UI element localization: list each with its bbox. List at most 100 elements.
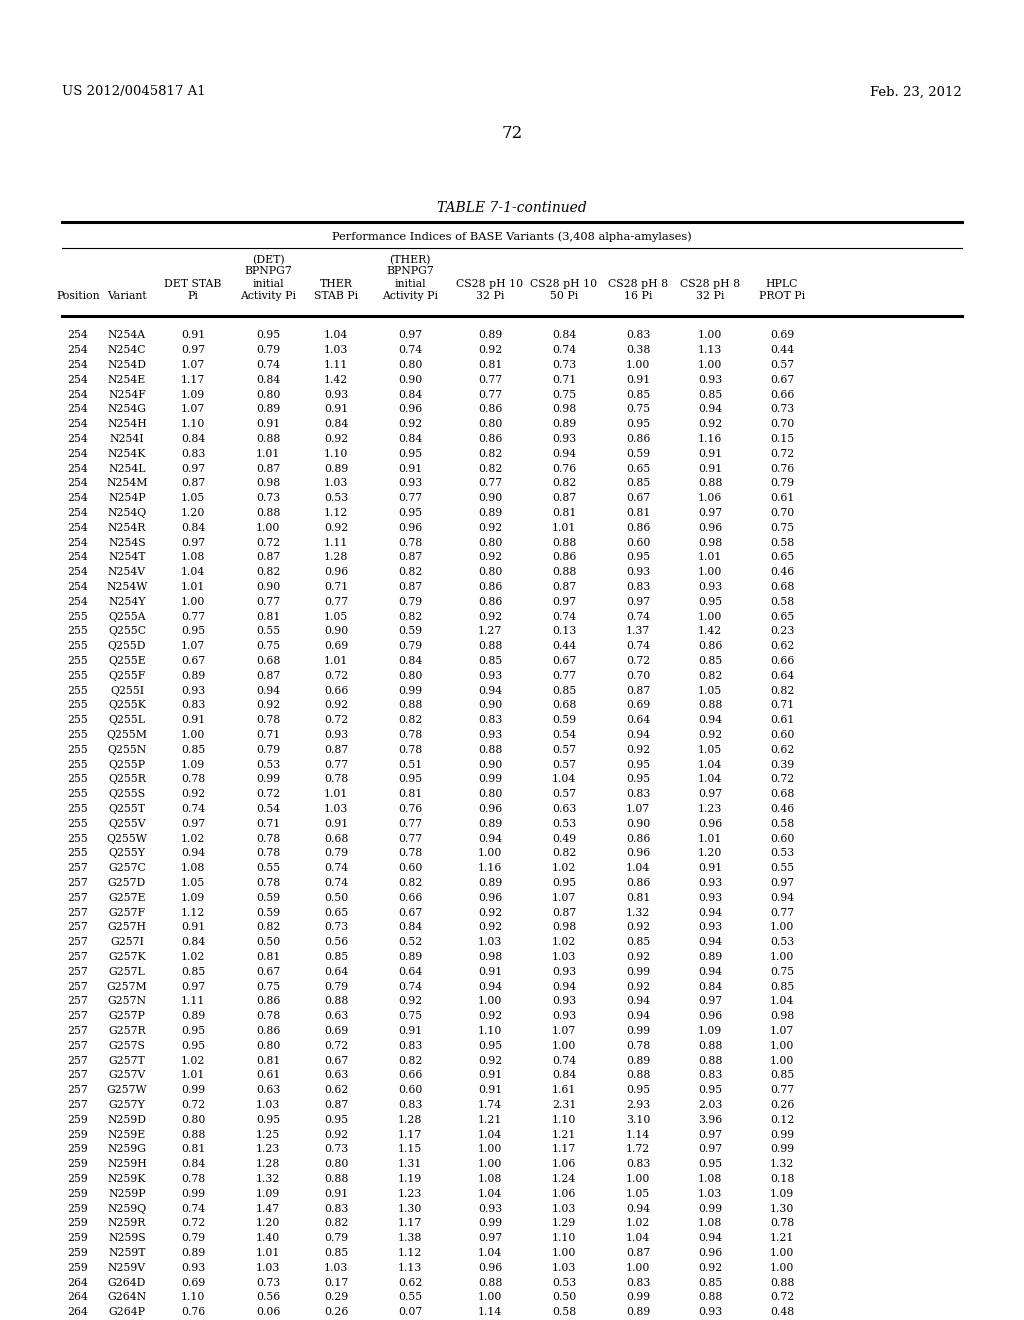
Text: 1.03: 1.03 [256,1100,281,1110]
Text: 0.60: 0.60 [397,863,422,874]
Text: N254H: N254H [108,420,146,429]
Text: 0.96: 0.96 [626,849,650,858]
Text: 0.99: 0.99 [478,1218,502,1229]
Text: N254S: N254S [109,537,145,548]
Text: 0.83: 0.83 [626,582,650,591]
Text: 0.97: 0.97 [552,597,577,607]
Text: 0.66: 0.66 [397,1071,422,1080]
Text: 0.60: 0.60 [770,834,795,843]
Text: 264: 264 [68,1307,88,1317]
Text: 0.13: 0.13 [552,627,577,636]
Text: 0.92: 0.92 [324,523,348,533]
Text: 0.92: 0.92 [324,1130,348,1139]
Text: 1.29: 1.29 [552,1218,577,1229]
Text: Q255S: Q255S [109,789,145,799]
Text: 1.03: 1.03 [324,346,348,355]
Text: 0.61: 0.61 [770,494,795,503]
Text: 0.79: 0.79 [181,1233,205,1243]
Text: 1.30: 1.30 [770,1204,795,1213]
Text: 0.94: 0.94 [626,730,650,741]
Text: 0.93: 0.93 [324,389,348,400]
Text: N254W: N254W [106,582,147,591]
Text: 0.06: 0.06 [256,1307,281,1317]
Text: 0.89: 0.89 [478,330,502,341]
Text: 0.81: 0.81 [626,892,650,903]
Text: N254D: N254D [108,360,146,370]
Text: 0.91: 0.91 [324,1189,348,1199]
Text: 0.95: 0.95 [626,775,650,784]
Text: 0.87: 0.87 [552,582,577,591]
Text: 0.85: 0.85 [324,952,348,962]
Text: Position: Position [56,290,99,301]
Text: 1.06: 1.06 [697,494,722,503]
Text: 0.72: 0.72 [181,1218,205,1229]
Text: 255: 255 [68,789,88,799]
Text: 0.92: 0.92 [478,552,502,562]
Text: 0.77: 0.77 [256,597,280,607]
Text: 0.26: 0.26 [324,1307,348,1317]
Text: 1.14: 1.14 [478,1307,502,1317]
Text: 0.67: 0.67 [552,656,577,667]
Text: 0.79: 0.79 [256,744,280,755]
Text: 257: 257 [68,966,88,977]
Text: 0.88: 0.88 [697,701,722,710]
Text: 0.83: 0.83 [181,701,205,710]
Text: 0.92: 0.92 [626,952,650,962]
Text: 0.78: 0.78 [324,775,348,784]
Text: 0.94: 0.94 [626,1204,650,1213]
Text: 0.85: 0.85 [770,982,795,991]
Text: 1.16: 1.16 [697,434,722,444]
Text: 1.61: 1.61 [552,1085,577,1096]
Text: 0.92: 0.92 [626,923,650,932]
Text: 0.80: 0.80 [478,568,502,577]
Text: 0.95: 0.95 [698,597,722,607]
Text: 1.08: 1.08 [697,1173,722,1184]
Text: 259: 259 [68,1247,88,1258]
Text: 0.93: 0.93 [478,730,502,741]
Text: 0.92: 0.92 [698,420,722,429]
Text: 0.94: 0.94 [478,685,502,696]
Text: 1.08: 1.08 [181,552,205,562]
Text: Q255A: Q255A [109,611,145,622]
Text: 0.89: 0.89 [181,1247,205,1258]
Text: 0.85: 0.85 [552,685,577,696]
Text: 255: 255 [68,671,88,681]
Text: 1.03: 1.03 [324,804,348,814]
Text: 0.75: 0.75 [256,642,280,651]
Text: HPLC: HPLC [766,279,798,289]
Text: 1.15: 1.15 [398,1144,422,1155]
Text: 0.65: 0.65 [770,611,795,622]
Text: 0.84: 0.84 [181,937,205,948]
Text: 0.80: 0.80 [181,1115,205,1125]
Text: 0.82: 0.82 [397,878,422,888]
Text: 255: 255 [68,642,88,651]
Text: Q255F: Q255F [109,671,145,681]
Text: 0.57: 0.57 [552,789,577,799]
Text: 1.00: 1.00 [181,730,205,741]
Text: 0.74: 0.74 [626,642,650,651]
Text: 0.38: 0.38 [626,346,650,355]
Text: 257: 257 [68,1100,88,1110]
Text: 0.84: 0.84 [256,375,281,385]
Text: 0.86: 0.86 [626,834,650,843]
Text: 0.80: 0.80 [478,537,502,548]
Text: 3.10: 3.10 [626,1115,650,1125]
Text: 1.04: 1.04 [626,863,650,874]
Text: 0.83: 0.83 [324,1204,348,1213]
Text: Q255M: Q255M [106,730,147,741]
Text: 0.82: 0.82 [256,568,281,577]
Text: 0.91: 0.91 [698,863,722,874]
Text: 0.84: 0.84 [398,389,422,400]
Text: 0.94: 0.94 [626,1011,650,1022]
Text: 0.85: 0.85 [181,744,205,755]
Text: 1.09: 1.09 [256,1189,281,1199]
Text: Q255N: Q255N [108,744,146,755]
Text: 0.88: 0.88 [324,1173,348,1184]
Text: 1.04: 1.04 [698,775,722,784]
Text: 0.75: 0.75 [770,966,794,977]
Text: 0.80: 0.80 [478,789,502,799]
Text: 0.91: 0.91 [398,1026,422,1036]
Text: 0.94: 0.94 [552,982,577,991]
Text: N259Q: N259Q [108,1204,146,1213]
Text: 0.79: 0.79 [398,642,422,651]
